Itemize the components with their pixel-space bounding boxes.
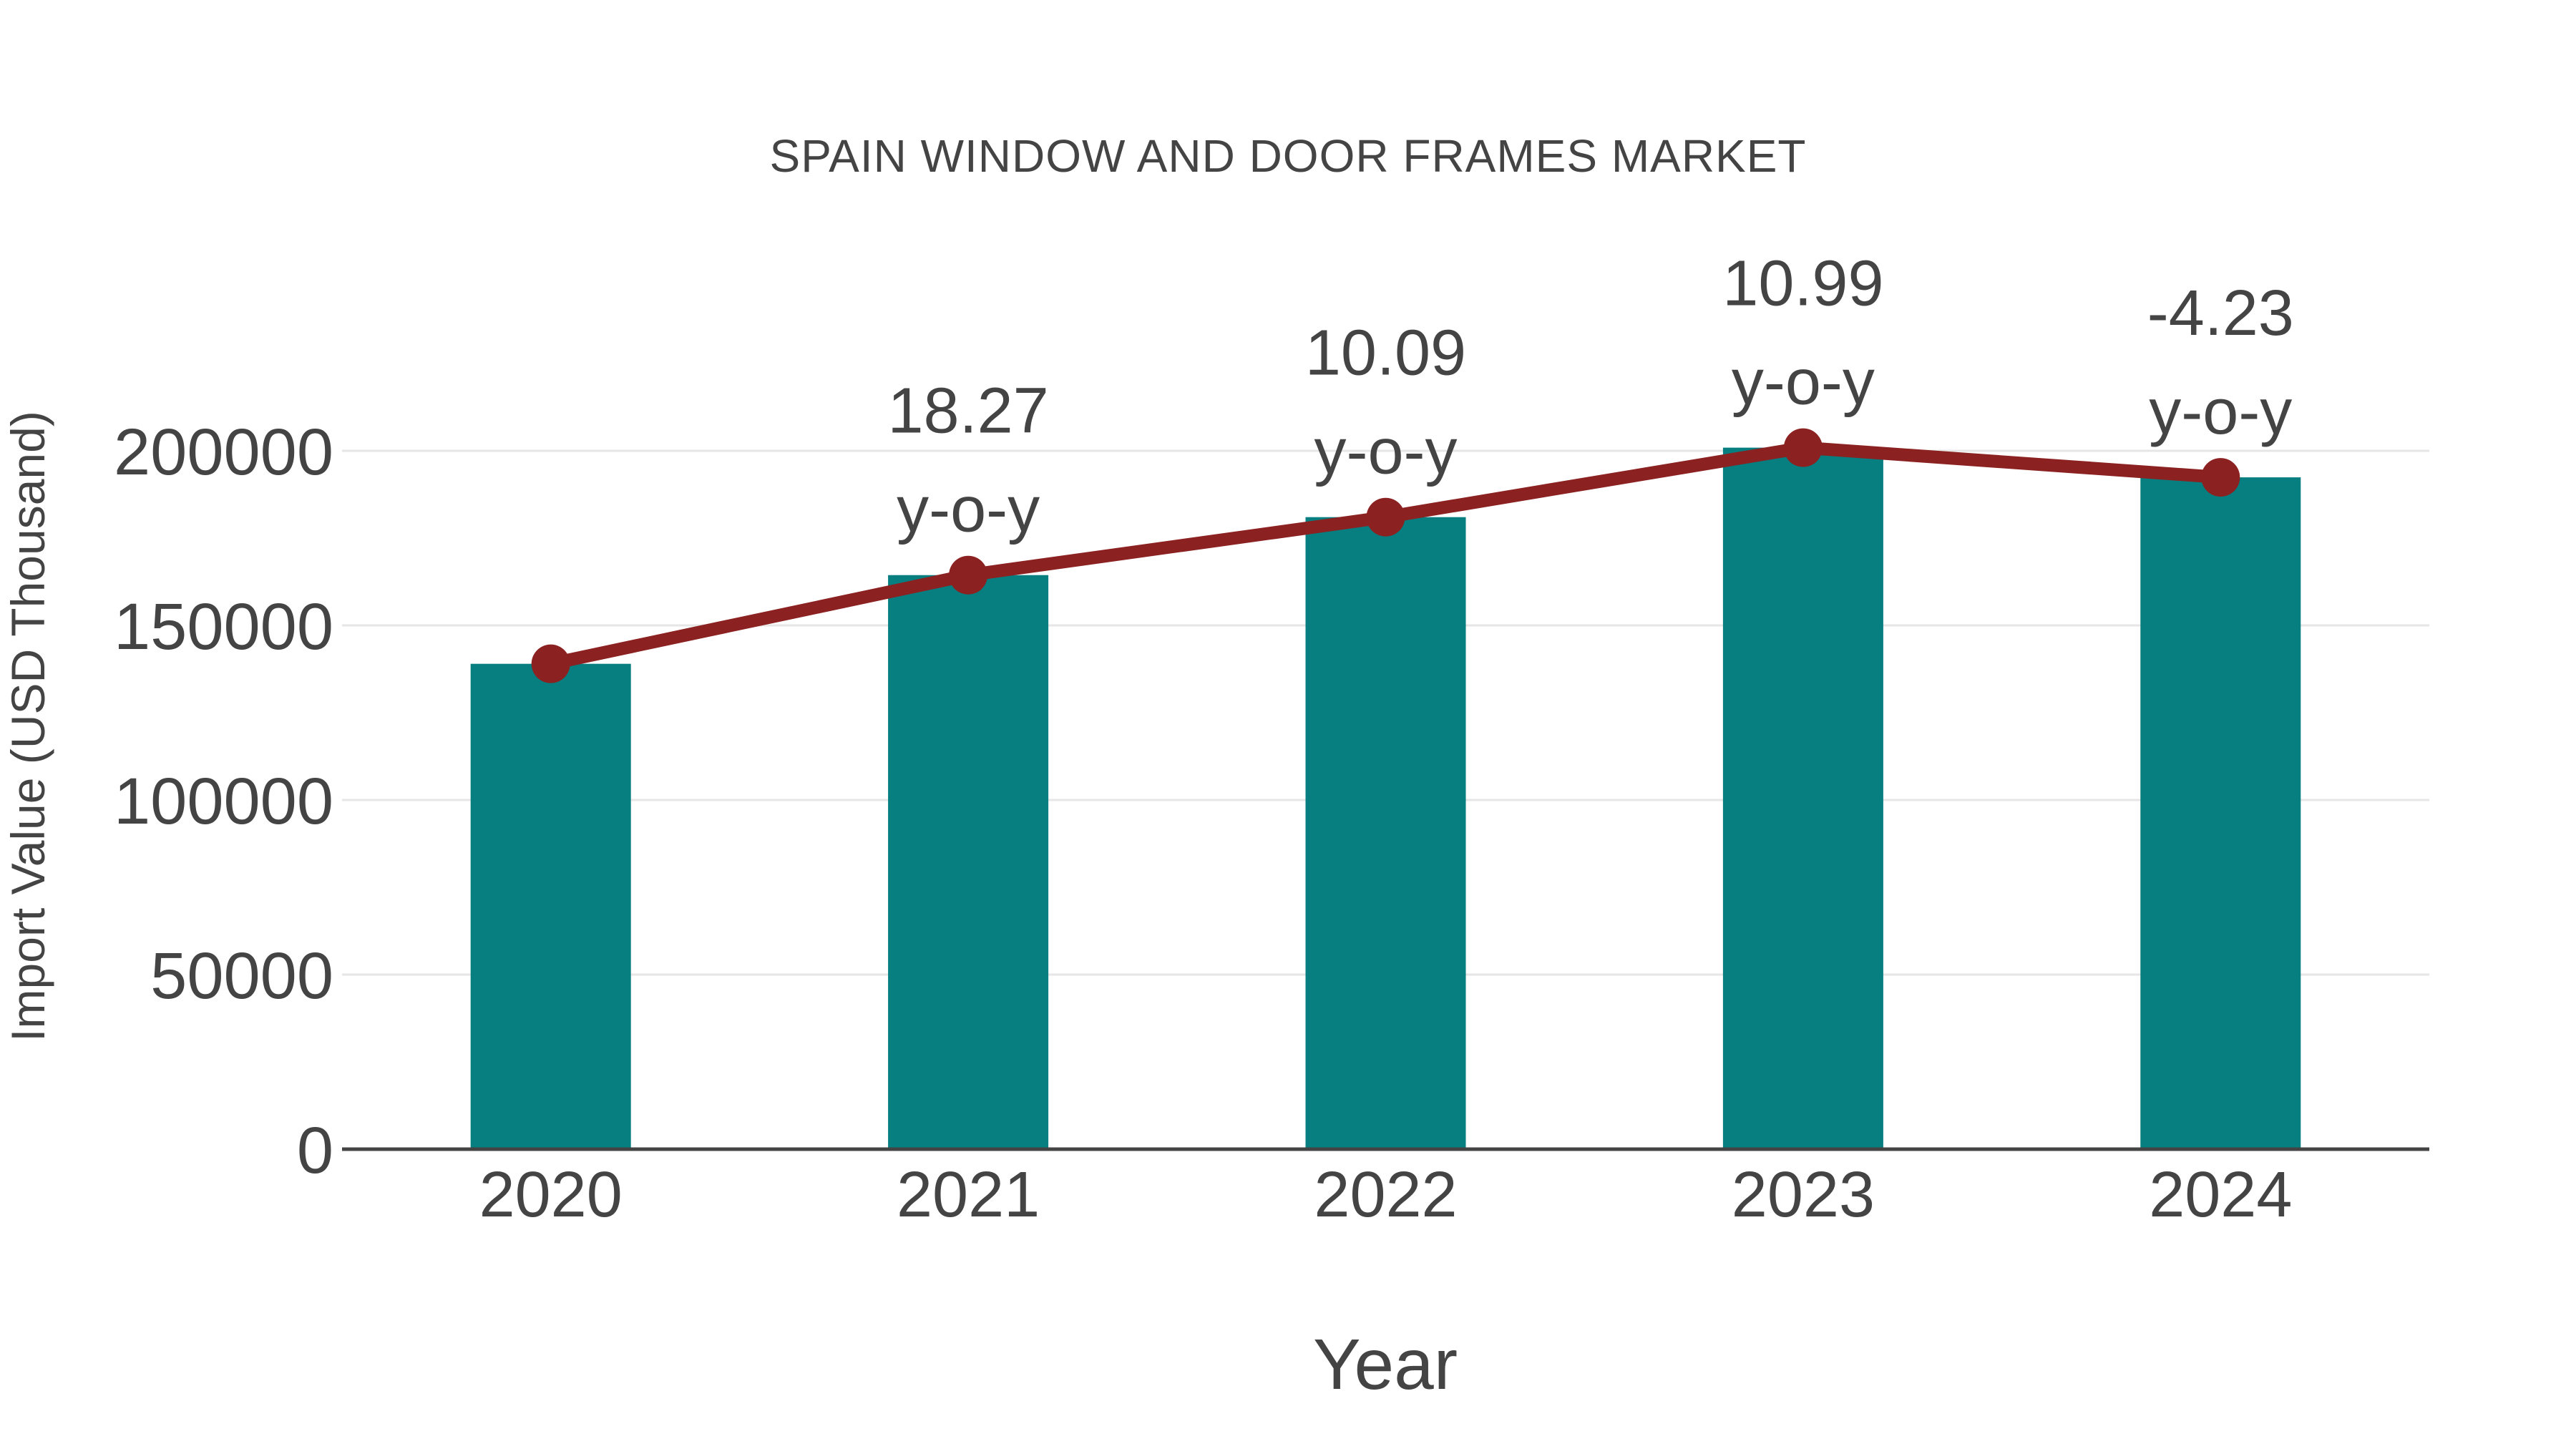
bar-2021 (888, 575, 1049, 1149)
y-tick-label-50000: 50000 (150, 940, 333, 1013)
yoy-value-label-2022: 10.09 (1305, 318, 1466, 389)
x-tick-label-2020: 2020 (479, 1159, 623, 1231)
marker-2021 (949, 555, 988, 595)
bar-2024 (2140, 477, 2301, 1149)
yoy-suffix-label-2024: y-o-y (2149, 376, 2292, 448)
x-axis-title: Year (1313, 1324, 1458, 1405)
marker-2024 (2201, 458, 2240, 497)
yoy-value-label-2021: 18.27 (887, 376, 1048, 447)
yoy-suffix-label-2022: y-o-y (1314, 416, 1458, 488)
marker-2020 (531, 644, 570, 683)
yoy-suffix-label-2023: y-o-y (1732, 347, 1875, 419)
x-tick-label-2022: 2022 (1314, 1159, 1457, 1231)
x-tick-label-2023: 2023 (1732, 1159, 1875, 1231)
y-tick-label-0: 0 (297, 1114, 333, 1187)
bar-2020 (470, 663, 631, 1149)
x-tick-label-2021: 2021 (897, 1159, 1040, 1231)
tick-labels-group: 0 50000 100000 150000 200000 2020 2021 2022 2023… (114, 416, 2292, 1231)
marker-2022 (1366, 497, 1405, 537)
marker-2023 (1783, 428, 1823, 467)
x-tick-label-2024: 2024 (2149, 1159, 2292, 1231)
yoy-suffix-label-2021: y-o-y (897, 474, 1040, 546)
bar-2023 (1722, 447, 1883, 1149)
trend-line-group (531, 428, 2240, 683)
y-tick-label-150000: 150000 (114, 590, 333, 663)
point-labels-group: 18.27 y-o-y 10.09 y-o-y 10.99 y-o-y -4.23 y-o-y (887, 248, 2293, 546)
yoy-value-label-2023: 10.99 (1722, 248, 1883, 320)
chart-title: SPAIN WINDOW AND DOOR FRAMES MARKET (770, 130, 1807, 182)
bars-group (470, 447, 2301, 1149)
y-tick-label-200000: 200000 (114, 416, 333, 489)
yoy-value-label-2024: -4.23 (2147, 278, 2294, 349)
y-tick-label-100000: 100000 (114, 765, 333, 838)
y-axis-title: Import Value (USD Thousand) (1, 411, 54, 1042)
bar-2022 (1305, 517, 1466, 1149)
